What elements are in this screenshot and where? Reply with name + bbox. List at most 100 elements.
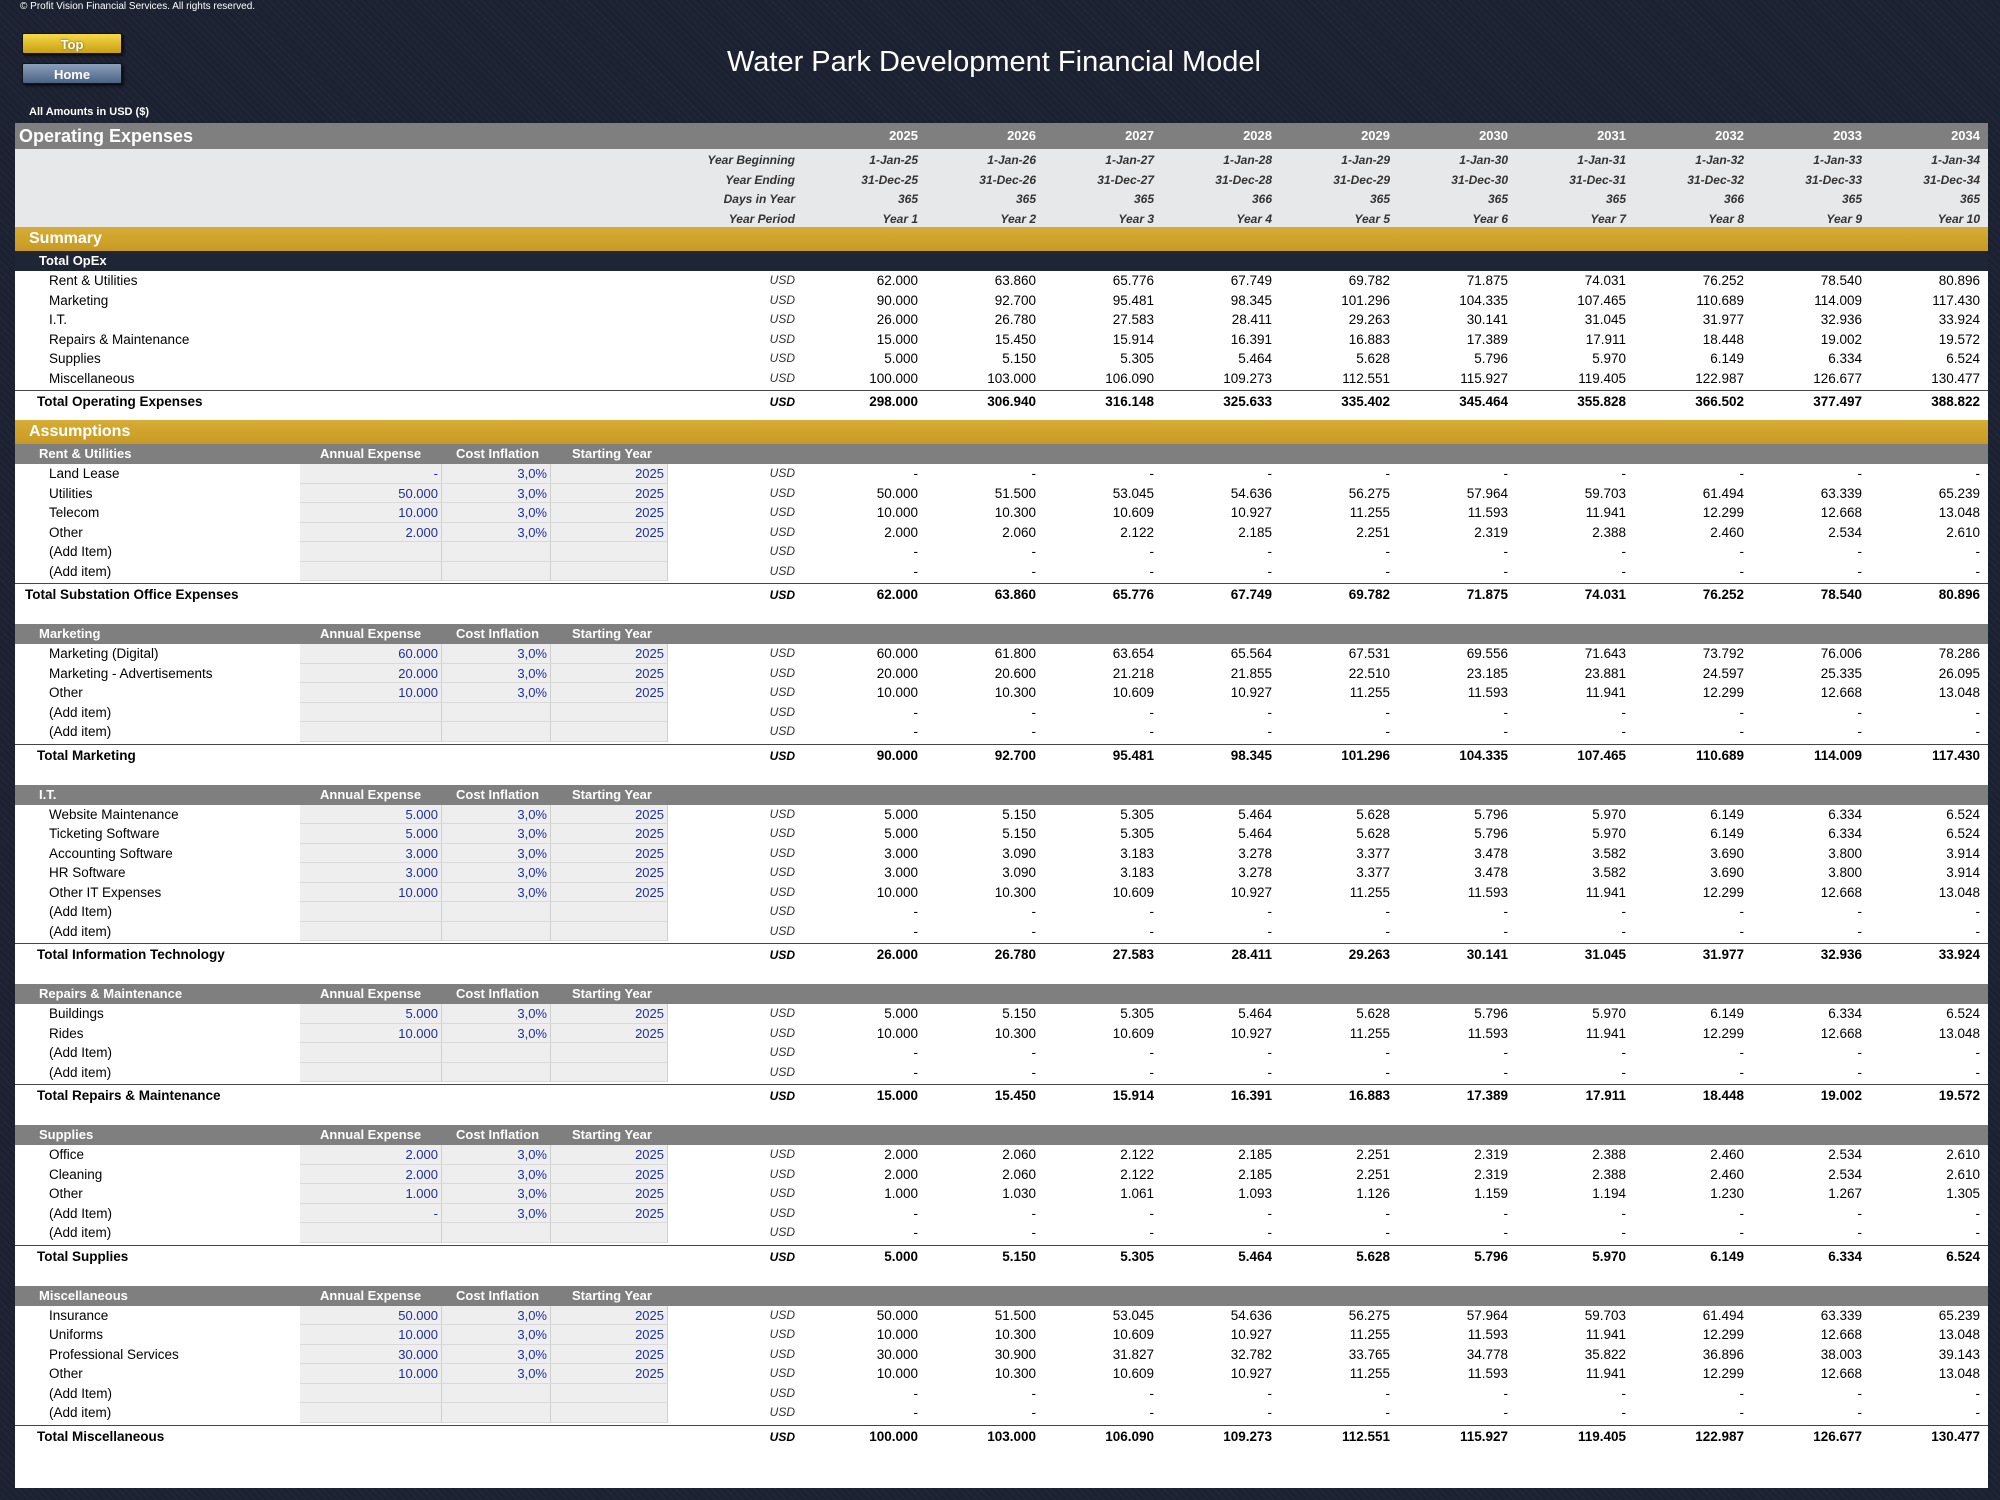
inflation-value[interactable]: 3,0% xyxy=(517,1147,547,1162)
annual-input[interactable] xyxy=(300,561,442,581)
inflation-input[interactable]: 3,0% xyxy=(442,843,551,863)
inflation-value[interactable]: 3,0% xyxy=(517,865,547,880)
annual-value[interactable]: 10.000 xyxy=(398,1025,438,1041)
inflation-input[interactable]: 3,0% xyxy=(442,1325,551,1345)
annual-input[interactable]: 20.000 xyxy=(300,663,442,683)
inflation-input[interactable] xyxy=(442,722,551,742)
annual-input[interactable] xyxy=(300,1223,442,1243)
start-value[interactable]: 2025 xyxy=(635,1147,664,1162)
start-value[interactable]: 2025 xyxy=(635,646,664,661)
inflation-value[interactable]: 3,0% xyxy=(517,1366,547,1381)
annual-input[interactable]: 5.000 xyxy=(300,1004,442,1024)
inflation-input[interactable]: 3,0% xyxy=(442,1305,551,1325)
inflation-value[interactable]: 3,0% xyxy=(517,485,547,501)
start-value[interactable]: 2025 xyxy=(635,1346,664,1362)
annual-input[interactable]: 60.000 xyxy=(300,644,442,664)
annual-value[interactable]: 1.000 xyxy=(405,1186,438,1201)
start-value[interactable]: 2025 xyxy=(635,845,664,861)
inflation-value[interactable]: 3,0% xyxy=(517,524,547,540)
start-value[interactable]: 2025 xyxy=(635,485,664,501)
annual-value[interactable]: 30.000 xyxy=(398,1346,438,1362)
inflation-input[interactable] xyxy=(442,902,551,922)
annual-input[interactable]: 2.000 xyxy=(300,522,442,542)
inflation-input[interactable]: 3,0% xyxy=(442,663,551,683)
start-input[interactable] xyxy=(551,1383,668,1403)
inflation-input[interactable]: 3,0% xyxy=(442,1364,551,1384)
annual-input[interactable]: 3.000 xyxy=(300,863,442,883)
start-input[interactable]: 2025 xyxy=(551,824,668,844)
annual-value[interactable]: 3.000 xyxy=(405,865,438,880)
annual-input[interactable] xyxy=(300,1403,442,1423)
inflation-input[interactable] xyxy=(442,1062,551,1082)
start-value[interactable]: 2025 xyxy=(635,466,664,481)
annual-input[interactable]: 50.000 xyxy=(300,483,442,503)
start-value[interactable]: 2025 xyxy=(635,865,664,880)
annual-input[interactable] xyxy=(300,1062,442,1082)
inflation-input[interactable]: 3,0% xyxy=(442,863,551,883)
start-input[interactable] xyxy=(551,702,668,722)
annual-input[interactable] xyxy=(300,1043,442,1063)
start-input[interactable]: 2025 xyxy=(551,464,668,484)
annual-value[interactable]: 10.000 xyxy=(398,505,438,520)
start-input[interactable] xyxy=(551,921,668,941)
inflation-value[interactable]: 3,0% xyxy=(517,1205,547,1221)
annual-input[interactable]: 10.000 xyxy=(300,1023,442,1043)
inflation-input[interactable] xyxy=(442,542,551,562)
start-input[interactable]: 2025 xyxy=(551,882,668,902)
inflation-input[interactable]: 3,0% xyxy=(442,644,551,664)
inflation-value[interactable]: 3,0% xyxy=(517,466,547,481)
inflation-input[interactable]: 3,0% xyxy=(442,1203,551,1223)
start-input[interactable]: 2025 xyxy=(551,863,668,883)
inflation-value[interactable]: 3,0% xyxy=(517,1186,547,1201)
start-input[interactable]: 2025 xyxy=(551,1184,668,1204)
inflation-input[interactable]: 3,0% xyxy=(442,464,551,484)
start-input[interactable]: 2025 xyxy=(551,644,668,664)
inflation-input[interactable] xyxy=(442,561,551,581)
start-value[interactable]: 2025 xyxy=(635,1307,664,1323)
inflation-input[interactable] xyxy=(442,1383,551,1403)
inflation-input[interactable]: 3,0% xyxy=(442,683,551,703)
start-input[interactable]: 2025 xyxy=(551,1364,668,1384)
inflation-input[interactable]: 3,0% xyxy=(442,503,551,523)
annual-input[interactable]: 10.000 xyxy=(300,1325,442,1345)
home-button[interactable]: Home xyxy=(22,63,122,84)
start-input[interactable] xyxy=(551,542,668,562)
start-value[interactable]: 2025 xyxy=(635,826,664,841)
inflation-value[interactable]: 3,0% xyxy=(517,884,547,900)
start-input[interactable]: 2025 xyxy=(551,1023,668,1043)
start-value[interactable]: 2025 xyxy=(635,665,664,681)
inflation-input[interactable]: 3,0% xyxy=(442,1164,551,1184)
inflation-input[interactable]: 3,0% xyxy=(442,824,551,844)
annual-input[interactable] xyxy=(300,902,442,922)
start-value[interactable]: 2025 xyxy=(635,1006,664,1021)
inflation-input[interactable] xyxy=(442,702,551,722)
start-input[interactable]: 2025 xyxy=(551,522,668,542)
inflation-value[interactable]: 3,0% xyxy=(517,1025,547,1041)
annual-value[interactable]: 10.000 xyxy=(398,685,438,700)
start-input[interactable] xyxy=(551,902,668,922)
start-value[interactable]: 2025 xyxy=(635,884,664,900)
annual-value[interactable]: 20.000 xyxy=(398,665,438,681)
annual-value[interactable]: 5.000 xyxy=(405,1006,438,1021)
inflation-input[interactable]: 3,0% xyxy=(442,1145,551,1165)
inflation-input[interactable]: 3,0% xyxy=(442,1184,551,1204)
start-value[interactable]: 2025 xyxy=(635,1366,664,1381)
annual-input[interactable]: 30.000 xyxy=(300,1344,442,1364)
annual-input[interactable] xyxy=(300,542,442,562)
inflation-value[interactable]: 3,0% xyxy=(517,826,547,841)
annual-input[interactable]: 50.000 xyxy=(300,1305,442,1325)
start-value[interactable]: 2025 xyxy=(635,685,664,700)
annual-input[interactable] xyxy=(300,1383,442,1403)
inflation-value[interactable]: 3,0% xyxy=(517,665,547,681)
start-value[interactable]: 2025 xyxy=(635,1025,664,1041)
annual-input[interactable]: 10.000 xyxy=(300,1364,442,1384)
inflation-input[interactable] xyxy=(442,1403,551,1423)
inflation-input[interactable] xyxy=(442,1223,551,1243)
annual-input[interactable]: - xyxy=(300,1203,442,1223)
start-input[interactable]: 2025 xyxy=(551,1344,668,1364)
annual-value[interactable]: - xyxy=(433,1205,438,1221)
inflation-input[interactable] xyxy=(442,1043,551,1063)
annual-value[interactable]: 2.000 xyxy=(405,1166,438,1182)
annual-input[interactable]: 3.000 xyxy=(300,843,442,863)
inflation-input[interactable]: 3,0% xyxy=(442,804,551,824)
